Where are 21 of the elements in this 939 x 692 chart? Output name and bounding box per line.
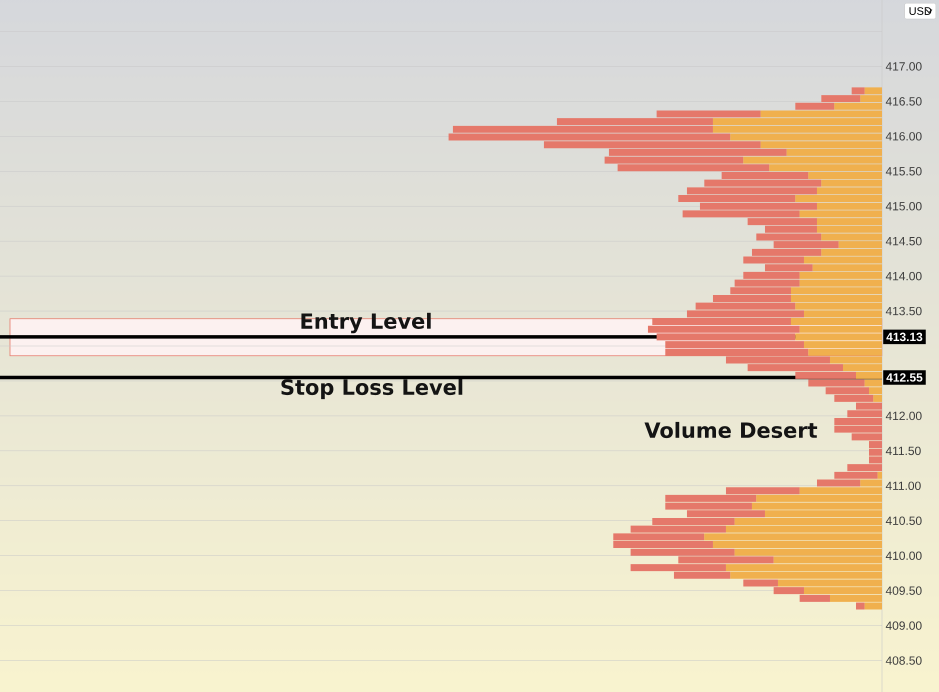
y-tick-label: 409.00 xyxy=(886,621,922,630)
annotation: Stop Loss Level xyxy=(281,378,462,400)
y-tick-label: 412.00 xyxy=(886,412,922,420)
y-tick-label: 413.50 xyxy=(886,306,922,316)
y-tick-label: 416.00 xyxy=(886,132,922,141)
y-tick-label: 410.50 xyxy=(886,516,922,525)
y-tick-label: 410.00 xyxy=(886,551,922,560)
annotation: Volume Desert xyxy=(644,422,818,438)
y-tick-label: 414.50 xyxy=(886,236,922,246)
y-tick-label: 415.50 xyxy=(886,167,922,176)
y-tick-label: 411.50 xyxy=(886,446,921,456)
text: USD xyxy=(910,7,932,15)
y-tick-label: 411.00 xyxy=(886,482,921,490)
y-tick-label: 417.00 xyxy=(886,62,922,71)
y-tick-label: 414.00 xyxy=(886,272,922,280)
ref-line-label: 413.13 xyxy=(886,332,922,342)
ref-line-label: 412.55 xyxy=(886,373,922,382)
y-tick-label: 409.50 xyxy=(886,586,922,595)
y-tick-label: 408.50 xyxy=(886,656,922,665)
y-tick-label: 415.00 xyxy=(886,202,922,210)
y-tick-label: 416.50 xyxy=(886,97,922,106)
